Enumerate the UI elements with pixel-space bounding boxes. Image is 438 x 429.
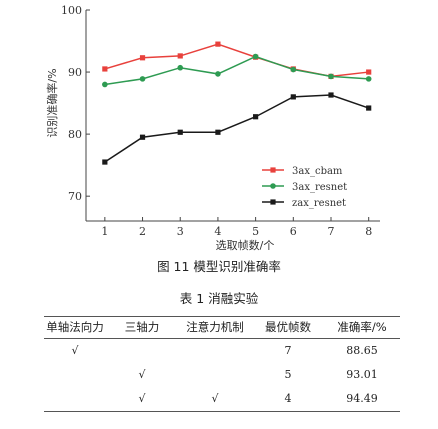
y-axis-label: 识别准确率/% xyxy=(45,68,59,137)
x-tick-label: 1 xyxy=(101,225,108,238)
chart-legend: 3ax_cbam 3ax_resnet zax_resnet xyxy=(262,166,347,209)
y-tick-label: 100 xyxy=(61,4,82,17)
y-tick-label: 70 xyxy=(68,190,82,203)
data-point xyxy=(177,53,183,59)
series-zax_resnet xyxy=(102,92,372,165)
series-3ax_cbam xyxy=(102,41,372,80)
table-cell: 4 xyxy=(284,392,292,405)
x-tick-label: 4 xyxy=(214,225,221,238)
y-tick-label: 90 xyxy=(68,66,82,79)
series-line xyxy=(104,55,369,86)
legend-swatch-marker xyxy=(270,167,276,173)
data-point xyxy=(252,53,259,60)
legend-swatch-marker xyxy=(270,199,276,205)
header-cell: 注意力机制 xyxy=(186,320,244,334)
table-cell xyxy=(178,364,252,386)
x-tick-label: 3 xyxy=(177,225,184,238)
legend-item: 3ax_resnet xyxy=(262,182,347,193)
table-header-rule xyxy=(44,338,400,339)
table-caption: 表 1 消融实验 xyxy=(179,291,259,306)
x-tick-label: 5 xyxy=(252,225,259,238)
data-point xyxy=(328,92,334,98)
y-tick-label: 80 xyxy=(68,128,82,141)
table-bottom-rule xyxy=(44,411,400,412)
table-cell xyxy=(106,340,178,362)
data-point xyxy=(290,66,297,73)
table-row: √ 7 88.65 xyxy=(44,340,400,362)
table-cell: 93.01 xyxy=(346,368,378,381)
table-cell: 94.49 xyxy=(346,392,378,405)
chart-ticks: 70 80 90 100 1 2 3 4 5 6 7 8 xyxy=(61,4,372,238)
table-cell: 5 xyxy=(284,368,292,381)
legend-label: zax_resnet xyxy=(292,198,346,209)
table-cell: √ xyxy=(138,392,146,405)
table-cell: √ xyxy=(138,368,146,381)
legend-label: 3ax_resnet xyxy=(292,182,347,193)
x-tick-label: 6 xyxy=(290,225,297,238)
data-point xyxy=(253,114,259,120)
header-cell: 三轴力 xyxy=(124,320,160,334)
x-tick-label: 7 xyxy=(328,225,335,238)
data-point xyxy=(139,76,146,82)
header-cell: 单轴法向力 xyxy=(46,320,104,334)
data-point xyxy=(102,66,108,72)
table-header-row: 单轴法向力 三轴力 注意力机制 最优帧数 准确率/% xyxy=(44,316,400,338)
data-point xyxy=(139,55,146,61)
legend-item: 3ax_cbam xyxy=(262,166,343,177)
table-cell xyxy=(178,340,252,362)
data-point xyxy=(215,71,221,77)
data-point xyxy=(365,76,372,82)
x-tick-label: 8 xyxy=(365,225,372,238)
data-point xyxy=(215,129,221,135)
table-row: √ √ 4 94.49 xyxy=(44,388,400,410)
data-point xyxy=(177,64,184,71)
series-3ax_resnet xyxy=(102,53,372,88)
x-tick-label: 2 xyxy=(139,225,146,238)
data-point xyxy=(177,129,183,135)
header-cell: 准确率/% xyxy=(337,320,387,334)
chart-series xyxy=(102,41,372,165)
accuracy-line-chart: 70 80 90 100 1 2 3 4 5 6 7 8 3ax_cbam 3ax_resnet zax_… xyxy=(45,4,380,252)
table-cell: √ xyxy=(71,344,79,357)
data-point xyxy=(102,81,108,88)
table-cell xyxy=(44,364,106,386)
data-point xyxy=(215,41,221,47)
table-cell: 88.65 xyxy=(346,344,378,357)
data-point xyxy=(102,159,108,165)
figure-caption: 图 11 模型识别准确率 xyxy=(157,259,281,274)
header-cell: 最优帧数 xyxy=(265,320,311,334)
legend-swatch-marker xyxy=(270,183,276,189)
data-point xyxy=(139,134,146,140)
data-point xyxy=(366,69,372,75)
x-axis-label: 选取帧数/个 xyxy=(216,238,275,252)
table-cell xyxy=(44,388,106,410)
legend-item: zax_resnet xyxy=(262,198,346,209)
data-point xyxy=(328,73,334,80)
table-row: √ 5 93.01 xyxy=(44,364,400,386)
table-cell: 7 xyxy=(284,344,292,357)
table-top-rule xyxy=(44,316,400,317)
legend-label: 3ax_cbam xyxy=(292,166,343,177)
series-line xyxy=(104,94,369,163)
data-point xyxy=(290,94,296,100)
data-point xyxy=(366,105,372,111)
table-cell: √ xyxy=(211,392,219,405)
